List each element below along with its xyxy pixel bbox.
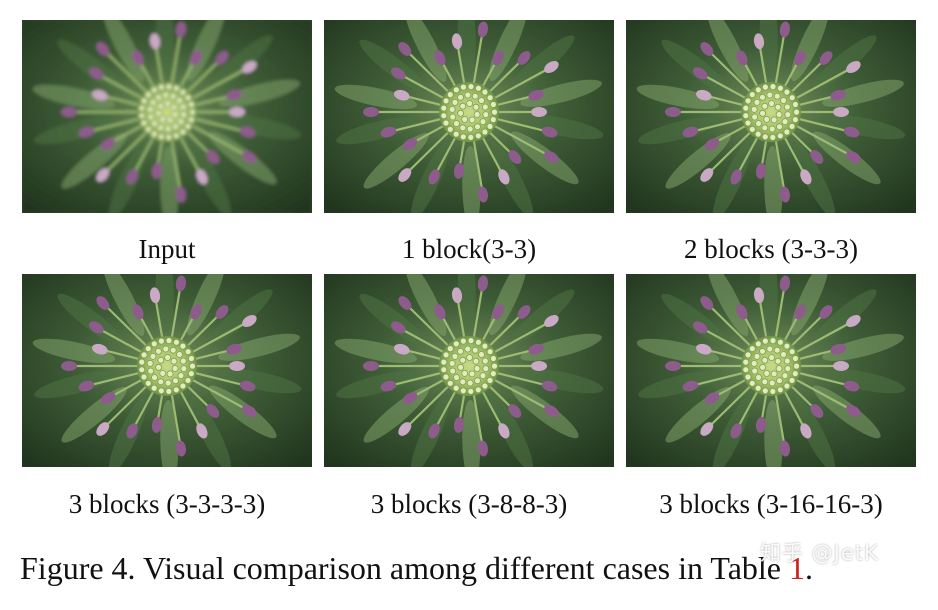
- image-panel-1-block: [324, 20, 614, 213]
- flower-photo: [324, 20, 614, 213]
- panel-label-3-blocks-3333: 3 blocks (3-3-3-3): [68, 489, 266, 519]
- flower-photo: [22, 20, 312, 213]
- image-panel-3-blocks-3333: [22, 274, 312, 467]
- flower-photo: [22, 274, 312, 467]
- image-panel-3-blocks-3883: [324, 274, 614, 467]
- zhihu-watermark: 知乎 @JetK: [760, 541, 879, 565]
- figure-caption-text: Figure 4. Visual comparison among differ…: [20, 550, 789, 586]
- figure-caption-period: .: [805, 550, 813, 586]
- figure-caption: Figure 4. Visual comparison among differ…: [20, 548, 813, 588]
- panel-label-2-blocks: 2 blocks (3-3-3): [684, 234, 858, 264]
- image-panel-2-blocks: [626, 20, 916, 213]
- table-reference-link[interactable]: 1: [789, 550, 805, 586]
- panel-label-input: Input: [138, 234, 196, 264]
- panel-label-3-blocks-316163: 3 blocks (3-16-16-3): [659, 489, 883, 519]
- image-panel-3-blocks-316163: [626, 274, 916, 467]
- flower-photo: [324, 274, 614, 467]
- flower-photo: [626, 274, 916, 467]
- panel-label-1-block: 1 block(3-3): [401, 234, 537, 264]
- image-panel-input: [22, 20, 312, 213]
- flower-photo: [626, 20, 916, 213]
- panel-label-3-blocks-3883: 3 blocks (3-8-8-3): [370, 489, 568, 519]
